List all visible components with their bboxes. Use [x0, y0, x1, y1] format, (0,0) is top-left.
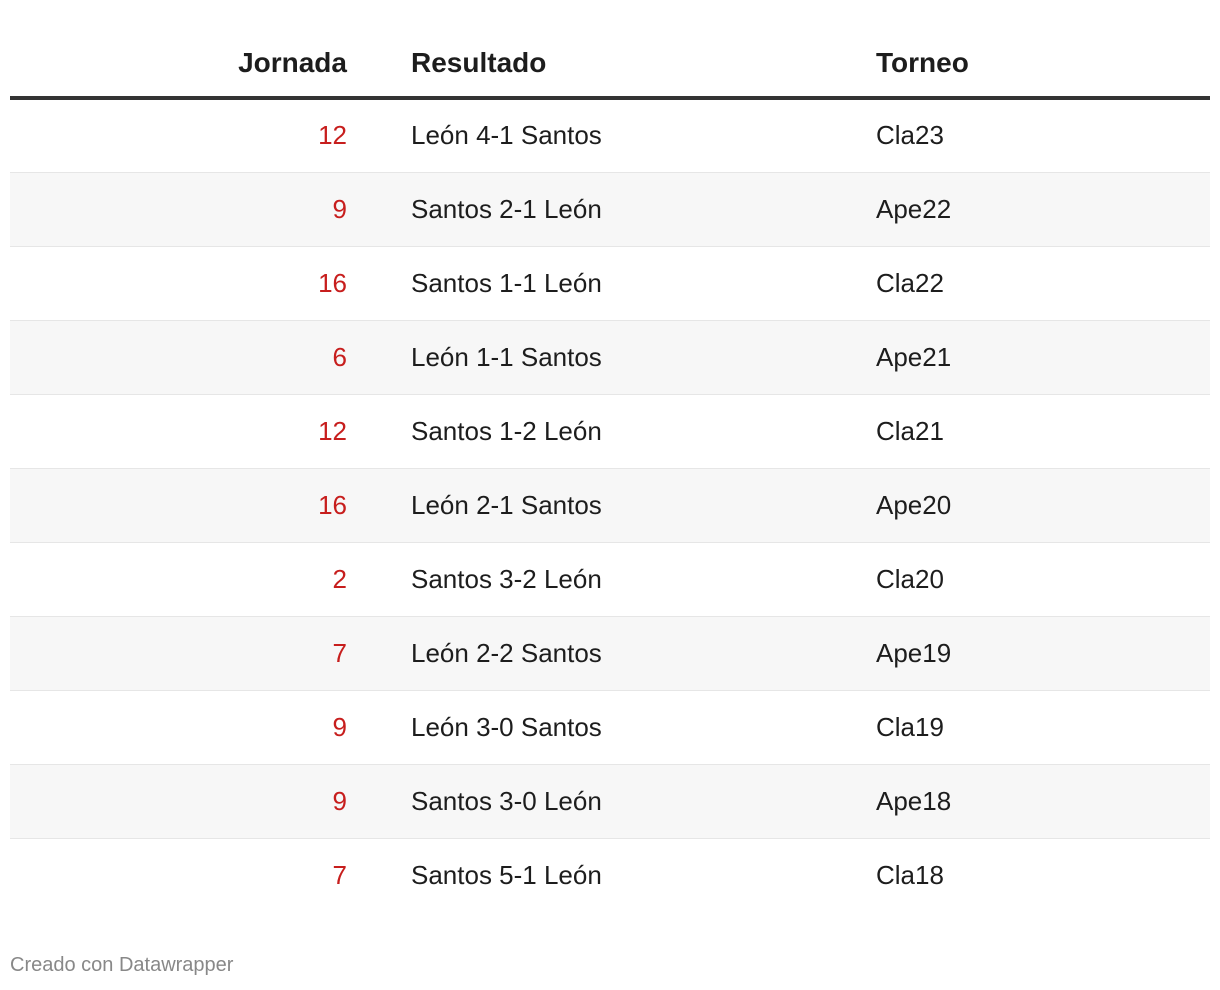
torneo-cell: Cla23 [844, 98, 1210, 173]
table-row: 7 León 2-2 Santos Ape19 [10, 616, 1210, 691]
datawrapper-credit[interactable]: Creado con Datawrapper [10, 954, 234, 976]
jornada-cell: 9 [10, 764, 378, 839]
jornada-cell: 2 [10, 542, 378, 617]
torneo-cell: Cla20 [844, 542, 1210, 617]
torneo-cell: Cla18 [876, 859, 944, 890]
torneo-cell: Ape20 [844, 468, 1210, 543]
table-header-row: Jornada Resultado Torneo [10, 30, 1210, 100]
resultado-cell: Santos 5-1 León [411, 859, 602, 890]
table-row: 9 Santos 3-0 León Ape18 [10, 764, 1210, 839]
table-row: 9 León 3-0 Santos Cla19 [10, 690, 1210, 765]
header-torneo[interactable]: Torneo [844, 30, 1210, 100]
table-row: 9 Santos 2-1 León Ape22 [10, 172, 1210, 247]
torneo-cell: Cla21 [844, 394, 1210, 469]
results-table-container: Jornada Resultado Torneo 12 León 4-1 San… [10, 30, 1210, 912]
table-row: 16 León 2-1 Santos Ape20 [10, 468, 1210, 543]
table-row: 12 León 4-1 Santos Cla23 [10, 98, 1210, 173]
jornada-cell: 12 [10, 394, 378, 469]
jornada-cell: 9 [10, 690, 378, 765]
jornada-cell: 16 [10, 468, 378, 543]
jornada-cell: 6 [10, 320, 378, 395]
jornada-cell: 7 [332, 859, 347, 890]
torneo-cell: Ape18 [844, 764, 1210, 839]
table-row: 16 Santos 1-1 León Cla22 [10, 246, 1210, 321]
resultado-cell: Santos 3-2 León [378, 542, 844, 617]
table-row: 6 León 1-1 Santos Ape21 [10, 320, 1210, 395]
resultado-cell: León 4-1 Santos [378, 98, 844, 173]
header-resultado[interactable]: Resultado [378, 30, 844, 100]
table-row: 7 Santos 5-1 León Cla18 [10, 838, 1210, 912]
torneo-cell: Ape22 [844, 172, 1210, 247]
jornada-cell: 7 [10, 616, 378, 691]
resultado-cell: León 3-0 Santos [378, 690, 844, 765]
torneo-cell: Cla22 [844, 246, 1210, 321]
jornada-cell: 9 [10, 172, 378, 247]
table-row: 12 Santos 1-2 León Cla21 [10, 394, 1210, 469]
table-row: 2 Santos 3-2 León Cla20 [10, 542, 1210, 617]
jornada-cell: 12 [10, 98, 378, 173]
resultado-cell: León 2-1 Santos [378, 468, 844, 543]
torneo-cell: Ape19 [844, 616, 1210, 691]
resultado-cell: Santos 1-1 León [378, 246, 844, 321]
jornada-cell: 16 [10, 246, 378, 321]
results-table: Jornada Resultado Torneo 12 León 4-1 San… [10, 30, 1210, 912]
resultado-cell: Santos 1-2 León [378, 394, 844, 469]
resultado-cell: León 2-2 Santos [378, 616, 844, 691]
header-jornada[interactable]: Jornada [10, 30, 378, 100]
resultado-cell: Santos 3-0 León [378, 764, 844, 839]
torneo-cell: Ape21 [844, 320, 1210, 395]
resultado-cell: León 1-1 Santos [378, 320, 844, 395]
torneo-cell: Cla19 [844, 690, 1210, 765]
resultado-cell: Santos 2-1 León [378, 172, 844, 247]
